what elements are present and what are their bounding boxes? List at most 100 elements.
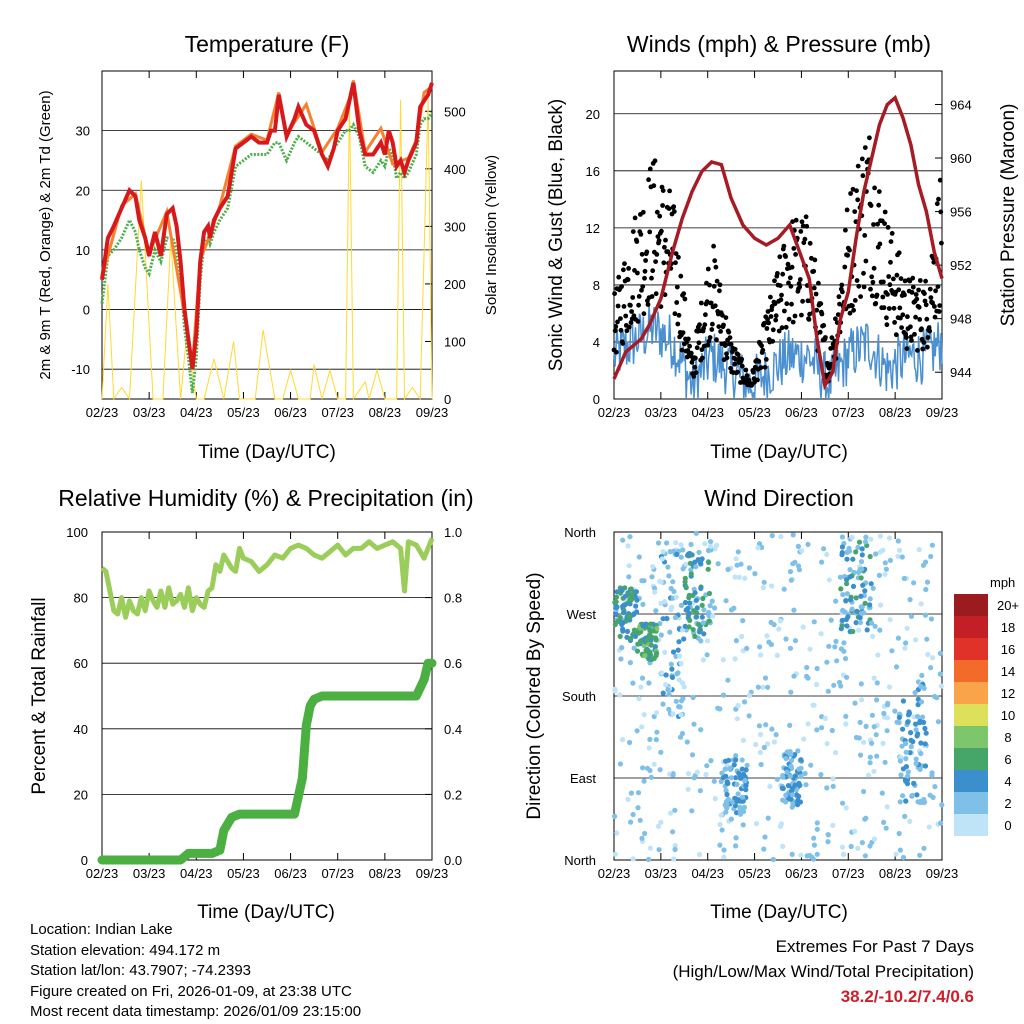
gust-point xyxy=(763,357,769,362)
direction-point xyxy=(612,813,618,820)
direction-point xyxy=(660,690,666,696)
temperature-xtick-label: 07/23 xyxy=(321,405,354,420)
temperature-xtick-label: 06/23 xyxy=(274,405,307,420)
direction-point xyxy=(814,851,820,857)
direction-point xyxy=(859,697,865,703)
gust-point xyxy=(657,213,663,219)
direction-point xyxy=(620,628,626,634)
rh-precip-ytick-label: 40 xyxy=(74,722,88,737)
direction-point xyxy=(798,757,804,763)
gust-point xyxy=(892,320,897,325)
gust-point xyxy=(714,337,719,343)
sonic-wind-line xyxy=(613,303,943,400)
direction-point xyxy=(859,610,865,616)
direction-point xyxy=(725,677,731,683)
direction-point xyxy=(761,846,767,852)
direction-point xyxy=(928,616,935,622)
direction-point xyxy=(873,732,879,738)
gust-point xyxy=(928,295,934,300)
wind-direction-title: Wind Direction xyxy=(704,485,854,511)
direction-point xyxy=(905,769,911,775)
direction-point xyxy=(704,652,710,658)
direction-point xyxy=(902,645,908,651)
direction-point xyxy=(847,567,853,573)
gust-point xyxy=(760,347,766,353)
temperature-xtick-label: 04/23 xyxy=(180,405,213,420)
colorbar-unit: mph xyxy=(990,575,1015,590)
direction-point xyxy=(710,613,716,619)
direction-point xyxy=(619,587,625,594)
direction-point xyxy=(677,704,683,710)
direction-point xyxy=(628,790,635,796)
gust-point xyxy=(618,316,623,321)
direction-point xyxy=(705,547,712,554)
gust-point xyxy=(630,229,636,235)
direction-point xyxy=(848,843,854,850)
direction-point xyxy=(818,631,824,637)
gust-point xyxy=(896,287,902,293)
gust-point xyxy=(673,251,679,256)
direction-point xyxy=(795,543,802,550)
temperature-y2tick-label: 400 xyxy=(444,162,466,177)
direction-point xyxy=(874,697,880,703)
direction-point xyxy=(892,708,898,714)
direction-point xyxy=(639,835,645,841)
gust-point xyxy=(699,347,705,353)
winds-ylabel: Sonic Wind & Gust (Blue, Black) xyxy=(546,99,567,371)
gust-point xyxy=(858,294,863,299)
direction-point xyxy=(620,603,626,610)
extremes-box: Extremes For Past 7 Days (High/Low/Max W… xyxy=(673,934,974,1009)
direction-point xyxy=(841,648,847,654)
direction-point xyxy=(733,843,739,849)
direction-point xyxy=(677,653,683,659)
direction-point xyxy=(840,851,847,858)
direction-point xyxy=(762,834,768,840)
direction-point xyxy=(862,853,869,859)
direction-point xyxy=(739,794,746,800)
gust-point xyxy=(764,326,770,331)
direction-point xyxy=(874,753,880,759)
gust-point xyxy=(650,268,656,274)
gust-point xyxy=(902,292,907,298)
direction-point xyxy=(914,792,920,798)
direction-point xyxy=(617,614,623,621)
direction-point xyxy=(884,804,890,810)
direction-point xyxy=(857,719,863,726)
gust-point xyxy=(813,291,819,297)
direction-point xyxy=(672,846,678,853)
gust-point xyxy=(829,335,835,341)
temperature-y2tick-label: 100 xyxy=(444,334,466,349)
gust-point xyxy=(735,369,740,375)
gust-point xyxy=(863,258,869,264)
direction-point xyxy=(672,807,678,813)
direction-point xyxy=(877,627,883,633)
gust-point xyxy=(615,303,621,309)
direction-point xyxy=(704,763,710,769)
figure-created: Figure created on Fri, 2026-01-09, at 23… xyxy=(30,982,352,1000)
direction-point xyxy=(624,634,630,640)
direction-point xyxy=(818,772,824,778)
gust-point xyxy=(908,324,913,330)
direction-point xyxy=(761,579,767,585)
temperature-frame xyxy=(101,70,433,400)
direction-point xyxy=(694,769,700,775)
direction-point xyxy=(905,773,911,779)
direction-point xyxy=(847,597,854,603)
direction-point xyxy=(720,657,727,663)
gust-point xyxy=(635,270,640,276)
gust-point xyxy=(636,302,641,308)
gust-point xyxy=(916,287,921,293)
direction-point xyxy=(691,721,697,727)
colorbar-swatch xyxy=(954,704,988,726)
rh-precip-xtick-label: 09/23 xyxy=(416,866,449,881)
direction-point xyxy=(838,626,844,632)
gust-point xyxy=(861,284,867,290)
direction-point xyxy=(647,736,653,743)
direction-point xyxy=(838,586,844,592)
gust-point xyxy=(718,329,723,334)
direction-point xyxy=(685,552,691,559)
direction-point xyxy=(837,574,844,580)
direction-point xyxy=(746,692,753,699)
direction-point xyxy=(862,588,868,594)
gust-point xyxy=(728,341,734,347)
